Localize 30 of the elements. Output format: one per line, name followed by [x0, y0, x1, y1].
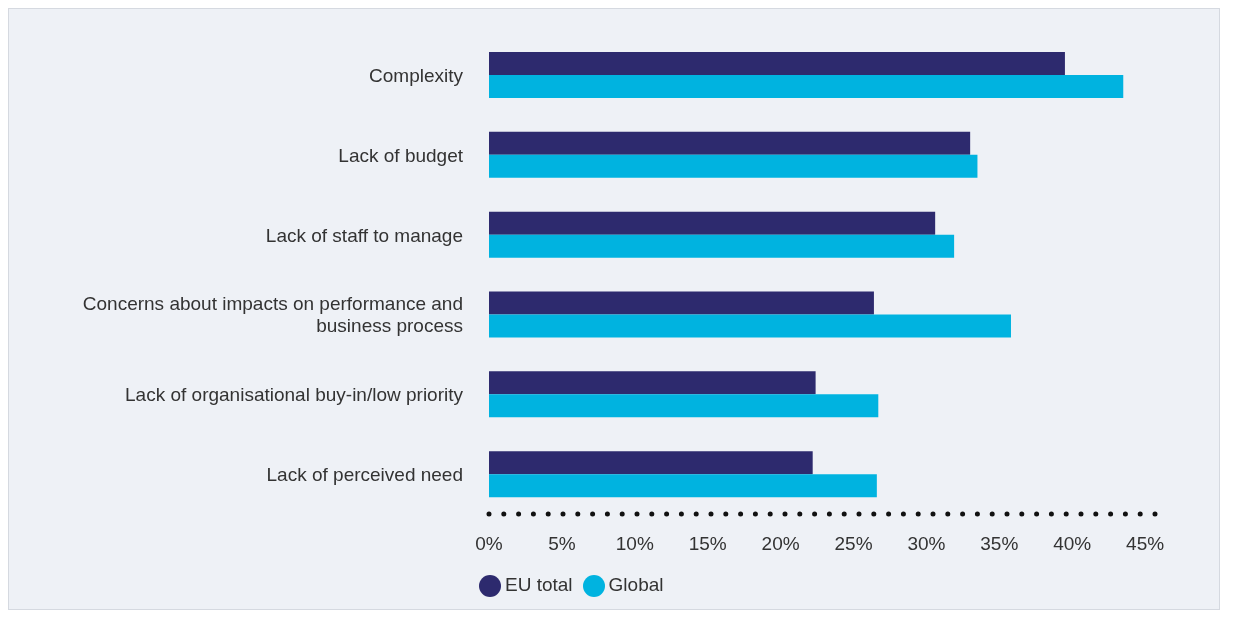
bar: [489, 52, 1065, 75]
legend-label: Global: [608, 574, 664, 596]
y-tick-label: Concerns about impacts on performance and business process: [82, 292, 463, 336]
x-tick-label: 45%: [1126, 532, 1165, 554]
y-tick-label: Lack of budget: [338, 144, 464, 166]
x-tick-label: 5%: [548, 532, 576, 554]
bar: [489, 154, 978, 178]
x-tick-label: 40%: [1053, 532, 1092, 554]
y-tick-label: Lack of perceived need: [266, 463, 463, 485]
y-tick-label: Complexity: [369, 64, 464, 86]
bar: [489, 474, 877, 498]
y-tick-label: Lack of staff to manage: [265, 224, 463, 246]
x-tick-label: 0%: [475, 532, 503, 554]
y-tick-label: Lack of organisational buy-in/low priority: [125, 383, 464, 405]
bar: [489, 371, 816, 395]
x-tick-label: 15%: [688, 532, 727, 554]
x-tick-label: 20%: [761, 532, 800, 554]
bar: [489, 451, 813, 475]
legend-label: EU total: [505, 574, 573, 596]
x-tick-label: 10%: [615, 532, 654, 554]
bar: [489, 394, 879, 418]
bar: [489, 314, 1011, 338]
bar: [489, 131, 971, 155]
bar: [489, 211, 936, 235]
x-tick-label: 25%: [834, 532, 873, 554]
bar: [489, 75, 1124, 98]
bar: [489, 234, 955, 258]
x-tick-label: 30%: [907, 532, 946, 554]
bar: [489, 291, 874, 315]
x-tick-label: 35%: [980, 532, 1019, 554]
